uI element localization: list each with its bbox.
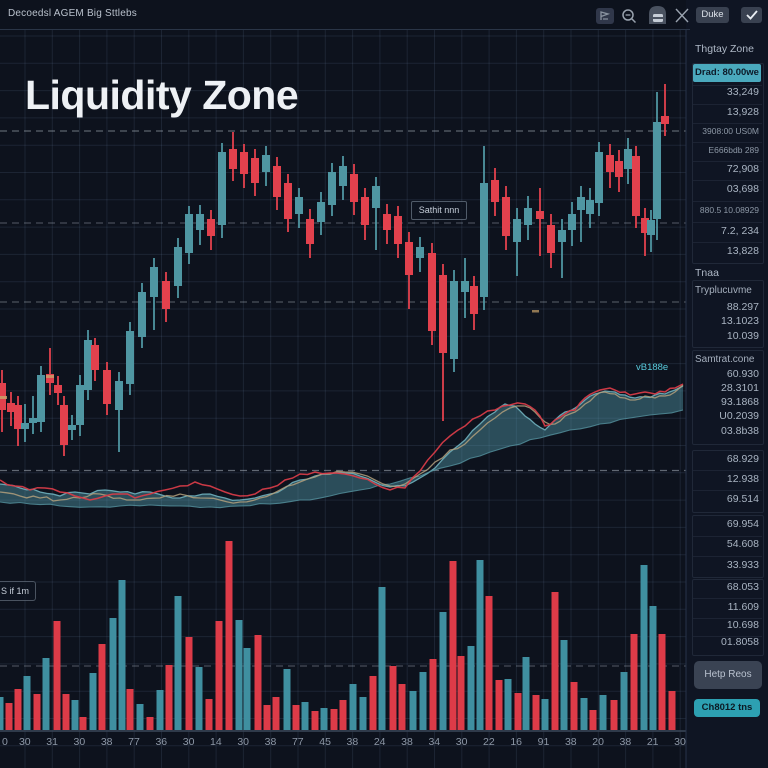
svg-text:31: 31 [46, 736, 58, 748]
svg-text:77: 77 [128, 736, 140, 748]
svg-text:77: 77 [292, 736, 304, 748]
svg-text:34: 34 [428, 736, 440, 748]
svg-text:45: 45 [319, 736, 331, 748]
svg-text:30: 30 [74, 736, 86, 748]
svg-text:14: 14 [210, 736, 222, 748]
svg-text:30: 30 [674, 736, 686, 748]
svg-text:38: 38 [565, 736, 577, 748]
svg-text:30: 30 [237, 736, 249, 748]
svg-text:20: 20 [592, 736, 604, 748]
svg-text:30: 30 [19, 736, 31, 748]
svg-text:30: 30 [456, 736, 468, 748]
svg-text:91: 91 [538, 736, 550, 748]
svg-text:38: 38 [347, 736, 359, 748]
svg-text:21: 21 [647, 736, 659, 748]
svg-text:24: 24 [374, 736, 386, 748]
svg-text:38: 38 [620, 736, 632, 748]
svg-text:22: 22 [483, 736, 495, 748]
svg-text:38: 38 [401, 736, 413, 748]
svg-text:38: 38 [265, 736, 277, 748]
svg-text:16: 16 [510, 736, 522, 748]
svg-text:36: 36 [155, 736, 167, 748]
svg-text:38: 38 [101, 736, 113, 748]
svg-text:0: 0 [2, 736, 8, 748]
svg-text:30: 30 [183, 736, 195, 748]
